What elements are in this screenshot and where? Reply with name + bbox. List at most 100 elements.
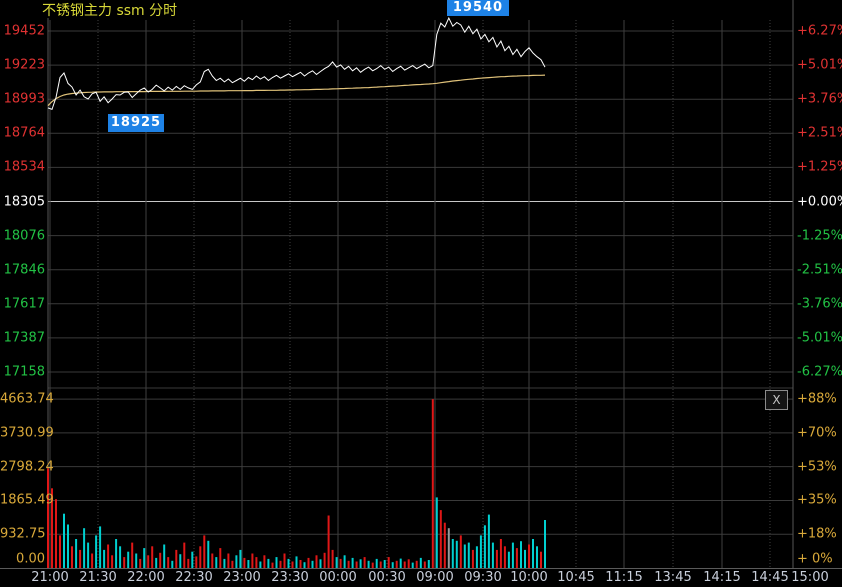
volume-bar [323, 552, 326, 568]
volume-bar [335, 557, 338, 568]
volume-bar [544, 520, 546, 568]
volume-bar [387, 557, 390, 568]
volume-bar [319, 559, 322, 568]
volume-bar [135, 553, 138, 568]
volume-bar [367, 560, 370, 568]
volume-bar [95, 535, 98, 568]
volume-bar [443, 522, 446, 568]
volume-bar [239, 549, 242, 568]
volume-bar [528, 544, 530, 568]
volume-bar [187, 558, 190, 568]
volume-bar [447, 528, 450, 568]
volume-bar [75, 539, 78, 568]
session-high-tag: 19540 [447, 0, 509, 16]
volume-bar [211, 553, 214, 568]
volume-bar [407, 559, 410, 568]
volume-bar [399, 558, 402, 568]
volume-bar [383, 560, 386, 568]
volume-bar [91, 553, 94, 568]
volume-bar [423, 561, 426, 568]
volume-bar [347, 560, 350, 568]
volume-bar [339, 558, 342, 568]
volume-bar [79, 549, 82, 568]
volume-bar [355, 561, 358, 568]
volume-bar [131, 542, 134, 568]
volume-bar [351, 557, 354, 568]
volume-bar [499, 539, 502, 568]
chart-title: 不锈钢主力 ssm 分时 [42, 3, 178, 19]
volume-bar [275, 557, 278, 568]
volume-bar [455, 540, 458, 568]
volume-bar [199, 546, 202, 568]
volume-bar [359, 559, 362, 568]
volume-bar [167, 557, 170, 568]
volume-bar [155, 557, 158, 568]
volume-bar [183, 542, 186, 568]
volume-bar [343, 555, 346, 568]
volume-bar [427, 560, 430, 568]
volume-bar [495, 549, 498, 568]
volume-bar [479, 535, 482, 568]
volume-bar [107, 544, 110, 568]
session-low-tag: 18925 [108, 114, 164, 132]
volume-bar [415, 560, 418, 568]
volume-bar [171, 560, 174, 568]
volume-bar [540, 551, 542, 568]
volume-bar [151, 546, 154, 568]
volume-bar [467, 542, 470, 568]
volume-bar [191, 551, 194, 568]
volume-bar [532, 539, 534, 568]
volume-bar [251, 553, 254, 568]
volume-bar [371, 562, 374, 568]
volume-bar [291, 561, 294, 568]
volume-bar [99, 526, 102, 568]
volume-bar [235, 555, 238, 568]
volume-bar [279, 560, 282, 568]
volume-bar [59, 535, 61, 568]
volume-bar [327, 515, 330, 568]
volume-bar [536, 546, 538, 568]
volume-bar [147, 555, 150, 568]
close-volume-panel-button[interactable]: X [765, 390, 788, 410]
volume-bar [491, 542, 494, 568]
volume-bar [255, 557, 258, 568]
volume-bar [379, 561, 382, 568]
volume-bar [471, 549, 474, 568]
volume-bar [363, 557, 366, 568]
volume-bar [67, 524, 69, 568]
volume-bar [123, 557, 126, 568]
volume-bar [247, 560, 250, 568]
volume-bar [515, 548, 518, 568]
volume-bar [283, 553, 286, 568]
volume-bar [119, 546, 122, 568]
volume-bar [271, 562, 274, 568]
volume-bar [375, 558, 378, 568]
volume-bar [391, 562, 394, 568]
volume-bar [439, 510, 442, 568]
price-line [47, 16, 546, 111]
volume-bar [175, 549, 178, 568]
volume-bar [483, 525, 486, 568]
volume-bar [179, 554, 182, 568]
volume-bar [295, 556, 298, 568]
volume-bar [299, 560, 302, 568]
volume-bar [307, 557, 310, 568]
volume-bar [83, 528, 86, 568]
volume-bar [259, 561, 262, 568]
volume-bar [503, 546, 506, 568]
volume-bar [435, 497, 438, 568]
volume-bar [520, 541, 522, 568]
volume-bar [87, 542, 90, 568]
volume-bar [487, 514, 490, 568]
volume-bar [55, 499, 57, 568]
volume-bar [287, 558, 290, 568]
volume-bar [63, 513, 65, 568]
volume-bar [331, 549, 334, 568]
volume-bar [103, 549, 106, 568]
volume-bar [511, 542, 514, 568]
volume-bar [195, 556, 198, 568]
volume-bar [219, 548, 222, 568]
average-price-line [47, 74, 546, 107]
